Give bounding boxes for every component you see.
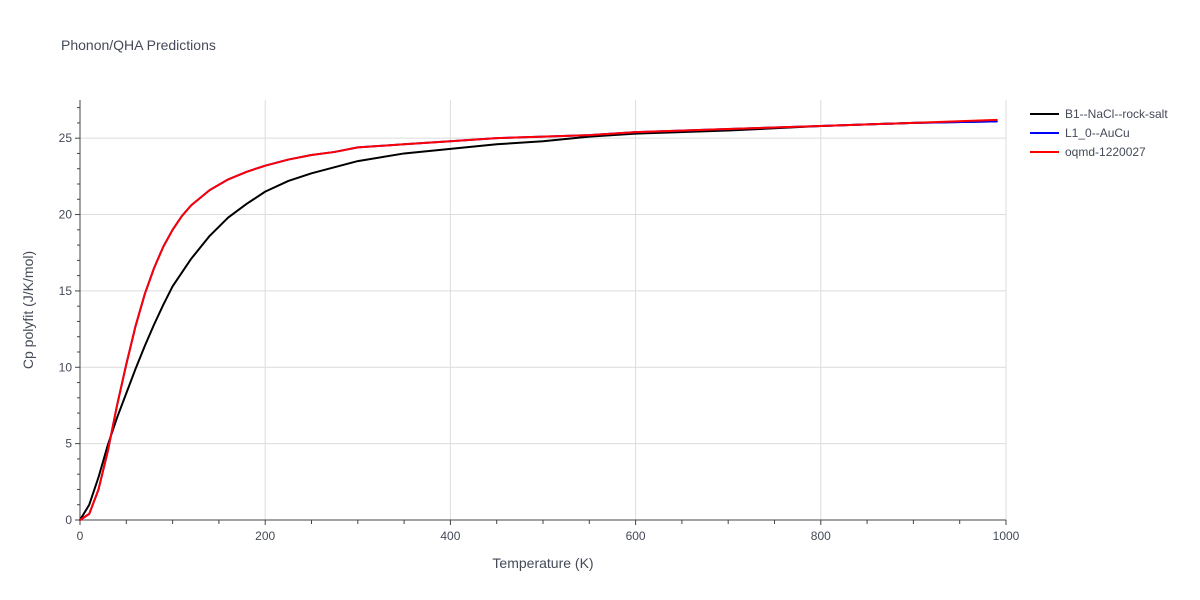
chart-title: Phonon/QHA Predictions bbox=[61, 37, 216, 53]
y-axis-title: Cp polyfit (J/K/mol) bbox=[20, 251, 36, 369]
grid-layer bbox=[80, 100, 1007, 520]
y-tick-label: 0 bbox=[65, 513, 72, 527]
series-line-3 bbox=[79, 118, 998, 521]
y-tick-label: 5 bbox=[65, 437, 72, 451]
x-tick-label: 1000 bbox=[993, 529, 1020, 543]
x-tick-label: 400 bbox=[440, 529, 460, 543]
legend-label: oqmd-1220027 bbox=[1065, 145, 1146, 159]
y-tick-label: 15 bbox=[59, 284, 73, 298]
y-tick-label: 10 bbox=[59, 360, 73, 374]
legend-label: L1_0--AuCu bbox=[1065, 126, 1130, 140]
series-line-1 bbox=[79, 120, 998, 521]
series-layer bbox=[79, 118, 998, 521]
x-tick-label: 600 bbox=[626, 529, 646, 543]
x-tick-label: 200 bbox=[255, 529, 275, 543]
series-line-2 bbox=[79, 120, 998, 521]
legend-item-2[interactable]: L1_0--AuCu bbox=[1030, 126, 1130, 140]
legend-item-1[interactable]: B1--NaCl--rock-salt bbox=[1030, 107, 1168, 121]
axis-layer: 0 200 400 600 800 1000 0 5 10 15 20 25 bbox=[59, 100, 1020, 543]
legend-label: B1--NaCl--rock-salt bbox=[1065, 107, 1168, 121]
y-tick-label: 20 bbox=[59, 208, 73, 222]
x-axis-title: Temperature (K) bbox=[492, 555, 593, 571]
x-tick-label: 800 bbox=[811, 529, 831, 543]
legend: B1--NaCl--rock-salt L1_0--AuCu oqmd-122002… bbox=[1030, 107, 1168, 159]
legend-item-3[interactable]: oqmd-1220027 bbox=[1030, 145, 1146, 159]
x-tick-label: 0 bbox=[77, 529, 84, 543]
y-tick-label: 25 bbox=[59, 131, 73, 145]
